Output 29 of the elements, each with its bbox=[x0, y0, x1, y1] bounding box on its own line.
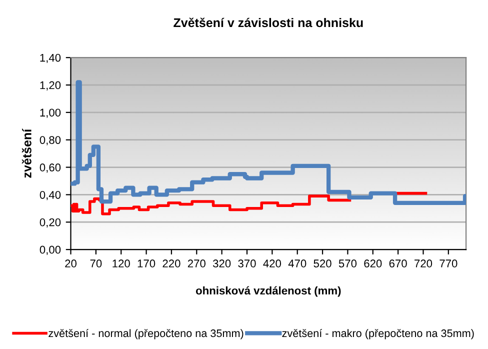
x-axis-title: ohnisková vzdálenost (mm) bbox=[196, 286, 341, 297]
x-tick-label: 70 bbox=[90, 260, 102, 268]
x-tick-label: 720 bbox=[414, 260, 432, 268]
x-tick-label: 470 bbox=[288, 260, 306, 268]
y-tick-label: 0,40 bbox=[40, 190, 61, 200]
y-tick-label: 1,00 bbox=[40, 108, 61, 118]
x-tick-label: 670 bbox=[389, 260, 407, 268]
x-tick-label: 320 bbox=[212, 260, 231, 268]
y-tick-label: 1,40 bbox=[40, 54, 61, 64]
y-tick-label: 0,60 bbox=[40, 164, 61, 173]
legend-label: zvětšení - makro (přepočteno na 35mm) bbox=[282, 329, 474, 340]
x-tick-label: 420 bbox=[263, 260, 282, 268]
x-tick-label: 770 bbox=[440, 260, 458, 268]
x-tick-label: 570 bbox=[338, 260, 357, 268]
x-tick-label: 220 bbox=[162, 260, 180, 268]
y-tick-label: 0,20 bbox=[40, 218, 61, 228]
x-tick-label: 120 bbox=[112, 260, 130, 268]
y-tick-label: 0,80 bbox=[40, 136, 61, 146]
legend-label: zvětšení - normal (přepočteno na 35mm) bbox=[48, 329, 244, 340]
y-tick-label: 0,00 bbox=[40, 246, 61, 255]
x-tick-label: 270 bbox=[188, 260, 206, 268]
x-tick-label: 620 bbox=[364, 260, 382, 268]
x-tick-label: 170 bbox=[138, 260, 156, 268]
x-tick-label: 520 bbox=[314, 260, 332, 268]
y-axis-title: zvětšení bbox=[22, 128, 32, 178]
y-tick-label: 1,20 bbox=[40, 81, 61, 90]
x-tick-label: 20 bbox=[65, 260, 77, 268]
x-tick-label: 370 bbox=[238, 260, 256, 268]
chart-title: Zvětšení v závislosti na ohnisku bbox=[174, 18, 363, 28]
